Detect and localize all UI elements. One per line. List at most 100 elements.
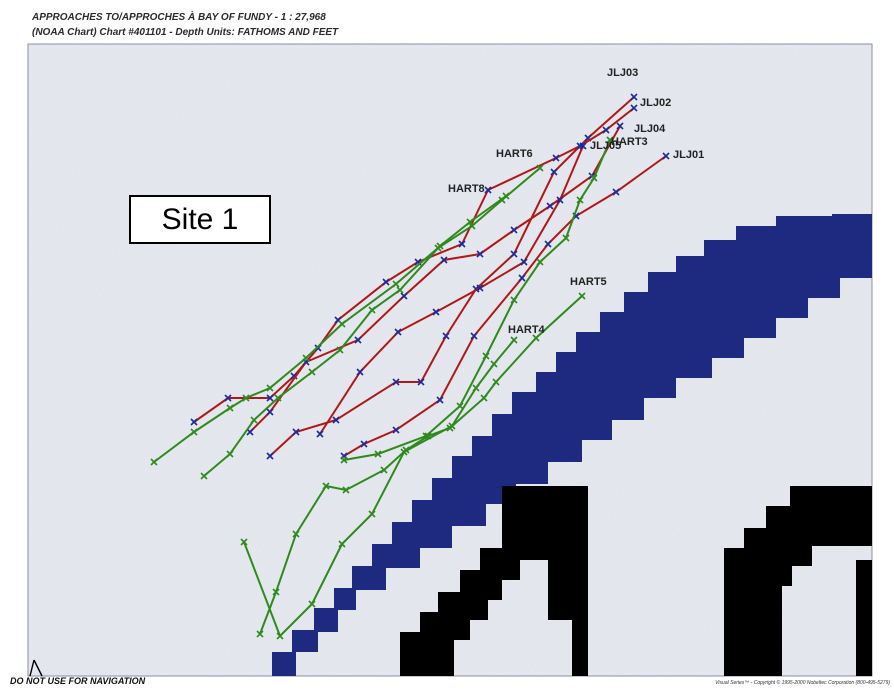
waypoint-marker-icon [266,408,274,416]
chart-subtitle: (NOAA Chart) Chart #401101 - Depth Units… [32,27,339,38]
waypoint-marker-icon [396,286,404,294]
waypoint-marker-icon [482,352,490,360]
waypoint-marker-icon [536,258,544,266]
waypoint-marker-icon [392,280,400,288]
waypoint-marker-icon [338,320,346,328]
waypoint-marker-icon [360,440,368,448]
waypoint-marker-icon [368,306,376,314]
waypoint-marker-icon [302,354,310,362]
land-mass-left [400,486,588,676]
waypoint-marker-icon [266,394,274,402]
waypoint-marker-icon [616,122,624,130]
waypoint-marker-icon [436,242,444,250]
waypoint-marker-icon [612,188,620,196]
waypoint-marker-icon [562,234,570,242]
track-line-hart4 [243,339,515,638]
waypoint-marker-icon [576,196,584,204]
waypoint-marker-icon [226,404,234,412]
waypoint-marker-icon [578,292,586,300]
deep-water-area [272,214,872,676]
waypoint-marker-icon [190,418,198,426]
track-line-jlj05 [319,145,584,435]
waypoint-marker-icon [392,378,400,386]
waypoint-marker-icon [520,258,528,266]
waypoint-marker-icon [536,164,544,172]
waypoint-marker-icon [436,396,444,404]
waypoint-marker-icon [602,126,610,134]
waypoint-marker-icon [606,136,614,144]
waypoint-marker-icon [292,530,300,538]
waypoint-marker-icon [456,402,464,410]
waypoint-marker-icon [432,308,440,316]
waypoint-marker-icon [356,368,364,376]
waypoint-marker-icon [200,472,208,480]
track-line-jlj01 [343,155,667,457]
waypoint-marker-icon [392,426,400,434]
waypoint-marker-icon [417,378,425,386]
waypoint-marker-icon [400,292,408,300]
waypoint-marker-icon [332,416,340,424]
waypoint-marker-icon [308,600,316,608]
waypoint-marker-icon [550,168,558,176]
site-label-box: Site 1 [129,195,271,244]
waypoint-marker-icon [374,450,382,458]
waypoint-marker-icon [630,93,638,101]
track-label-hart3: HART3 [611,136,648,148]
waypoint-marker-icon [340,456,348,464]
waypoint-marker-icon [368,510,376,518]
track-label-jlj05: JLJ05 [590,140,621,152]
waypoint-marker-icon [256,630,264,638]
chart-title: APPROACHES TO/APPROCHES À BAY OF FUNDY -… [32,12,326,23]
waypoint-marker-icon [510,336,518,344]
waypoint-marker-icon [150,458,158,466]
waypoint-marker-icon [338,540,346,548]
waypoint-marker-icon [510,250,518,258]
waypoint-marker-icon [322,482,330,490]
waypoint-marker-icon [448,422,456,430]
waypoint-marker-icon [272,588,280,596]
waypoint-marker-icon [480,394,488,402]
waypoint-marker-icon [308,368,316,376]
waypoint-marker-icon [242,394,250,402]
navigation-disclaimer: DO NOT USE FOR NAVIGATION [10,676,146,686]
waypoint-marker-icon [354,336,362,344]
waypoint-marker-icon [546,202,554,210]
waypoint-marker-icon [532,334,540,342]
track-label-jlj03: JLJ03 [607,67,638,79]
waypoint-marker-icon [510,226,518,234]
waypoint-marker-icon [336,346,344,354]
track-label-hart8: HART8 [448,183,485,195]
track-label-jlj01: JLJ01 [673,149,704,161]
waypoint-marker-icon [266,452,274,460]
track-label-jlj02: JLJ02 [640,97,671,109]
waypoint-marker-icon [400,448,408,456]
track-line-hart6 [153,167,541,463]
waypoint-marker-icon [274,394,282,402]
waypoint-marker-icon [544,240,552,248]
waypoint-marker-icon [342,486,350,494]
track-label-hart6: HART6 [496,148,533,160]
waypoint-marker-icon [266,384,274,392]
waypoint-marker-icon [316,430,324,438]
waypoint-marker-icon [458,240,466,248]
track-label-jlj04: JLJ04 [634,123,666,135]
waypoint-marker-icon [472,384,480,392]
track-label-hart4: HART4 [508,324,546,336]
waypoint-marker-icon [380,466,388,474]
land-mass-right [724,486,872,676]
waypoint-marker-icon [502,192,510,200]
waypoint-marker-icon [484,186,492,194]
waypoint-marker-icon [466,218,474,226]
waypoint-marker-icon [468,222,476,230]
waypoint-marker-icon [470,332,478,340]
waypoint-marker-icon [276,632,284,640]
waypoint-marker-icon [240,538,248,546]
waypoint-marker-icon [292,428,300,436]
tracks-layer [150,93,670,640]
track-label-hart5: HART5 [570,276,607,288]
waypoint-marker-icon [250,416,258,424]
waypoint-marker-icon [224,394,232,402]
waypoint-marker-icon [476,250,484,258]
waypoint-marker-icon [190,428,198,436]
